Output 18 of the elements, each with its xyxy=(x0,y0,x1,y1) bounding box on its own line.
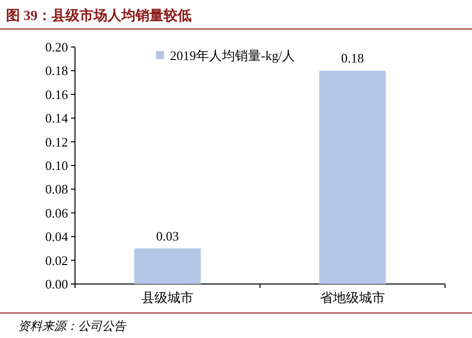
text: 资料来源：公司公告 xyxy=(18,319,127,333)
y-tick-label: 0.00 xyxy=(45,276,68,292)
y-tick-label: 0.16 xyxy=(45,86,68,102)
chart-title: 图 39：县级市场人均销量较低 xyxy=(6,7,192,24)
y-tick-label: 0.12 xyxy=(45,134,68,150)
y-tick-label: 0.08 xyxy=(45,182,68,197)
y-tick-label: 0.02 xyxy=(45,252,68,268)
y-tick-label: 0.18 xyxy=(45,63,68,78)
data-label: 0.03 xyxy=(156,228,179,244)
x-tick-label: 省地级城市 xyxy=(320,290,385,305)
y-tick-label: 0.04 xyxy=(45,229,68,244)
x-tick-label: 县级城市 xyxy=(142,290,194,305)
data-label: 0.18 xyxy=(341,50,364,66)
y-tick-label: 0.20 xyxy=(45,40,68,54)
y-tick-label: 0.06 xyxy=(45,205,68,220)
legend-label: 2019年人均销量-kg/人 xyxy=(170,48,295,63)
y-tick-label: 0.14 xyxy=(45,110,68,126)
y-tick-label: 0.10 xyxy=(45,158,68,173)
